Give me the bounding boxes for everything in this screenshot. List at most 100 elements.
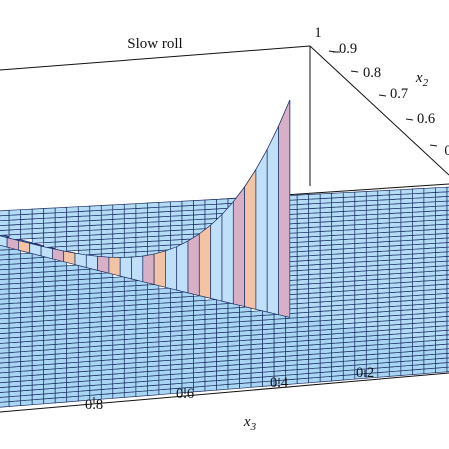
mesh-cell	[170, 200, 183, 207]
mesh-cell	[0, 283, 10, 290]
mesh-cell	[388, 189, 402, 196]
mesh-cell	[112, 276, 125, 283]
y-tick-label: 0.7	[390, 86, 408, 102]
mesh-cell	[250, 310, 263, 317]
ridge-front-wall	[0, 99, 291, 318]
y-tick-label: 0.9	[339, 41, 357, 57]
ridge-front-facet	[255, 148, 268, 313]
mesh-cell	[423, 187, 436, 194]
mesh-cell	[31, 208, 45, 215]
mesh-cell	[342, 191, 356, 198]
y-tick-label: 0.8	[363, 65, 381, 81]
mesh-cell	[204, 299, 217, 306]
mesh-cell	[8, 209, 22, 216]
mesh-cell	[0, 214, 10, 222]
mesh-cell	[412, 188, 425, 195]
mesh-cell	[0, 219, 10, 226]
mesh-cell	[0, 209, 10, 217]
y-tick-mark	[429, 144, 438, 147]
box-edge-right	[309, 45, 449, 176]
box-edge-top	[0, 45, 311, 71]
y-tick-label: 0	[444, 143, 449, 159]
mesh-cell	[319, 192, 333, 199]
mesh-cell	[66, 206, 79, 213]
y-tick-mark	[350, 70, 359, 73]
mesh-cell	[0, 224, 10, 231]
mesh-cell	[0, 249, 10, 256]
mesh-cell	[100, 204, 114, 211]
ridge-front-facet	[198, 224, 212, 299]
ridge-front-facet	[244, 168, 257, 310]
mesh-cell	[20, 208, 33, 215]
mesh-cell	[135, 202, 148, 209]
mesh-cell	[435, 186, 448, 193]
mesh-cell	[0, 263, 10, 271]
box-edge-front	[0, 372, 449, 413]
ridge-front-facet	[74, 252, 87, 268]
mesh-cell	[54, 206, 68, 214]
mesh-cell	[193, 199, 206, 206]
x-tick-label: 0.8	[85, 397, 103, 413]
ridge-front-facet	[278, 99, 291, 318]
y-axis-label-subscript: 2	[423, 77, 429, 89]
x-axis-label: x3	[243, 414, 257, 433]
mesh-cell	[365, 190, 379, 197]
ridge-front-facet	[165, 246, 178, 291]
y-axis-label: x2	[415, 70, 429, 89]
mesh-cell	[0, 268, 10, 276]
mesh-cell	[0, 327, 10, 334]
y-tick-mark	[405, 118, 414, 121]
mesh-cell	[147, 202, 160, 209]
x-tick-label: 0.2	[356, 365, 374, 381]
z-tick-label: 1	[314, 25, 321, 41]
mesh-cell	[377, 189, 390, 196]
x-axis-label-subscript: 3	[250, 421, 257, 433]
mesh-cell	[158, 287, 171, 295]
mesh-cell	[0, 288, 10, 295]
mesh-cell	[158, 201, 171, 208]
ridge-front-facet	[85, 254, 98, 271]
ridge-front-facet	[187, 233, 200, 297]
mesh-cell	[123, 203, 137, 210]
mesh-cell	[0, 278, 10, 285]
mesh-cell	[308, 193, 321, 200]
back-box-edges	[0, 45, 449, 215]
ridge-front-facet	[131, 255, 144, 283]
mesh-cell	[331, 192, 344, 199]
mesh-cell	[77, 205, 91, 212]
front-box-edges	[0, 370, 449, 413]
mesh-cell	[0, 259, 10, 266]
mesh-cell	[112, 203, 125, 211]
ridge-front-facet	[232, 185, 245, 308]
mesh-cell	[0, 254, 10, 261]
ridge-front-facet	[210, 213, 223, 302]
mesh-cell	[204, 199, 217, 206]
ridge-front-facet	[266, 126, 279, 316]
ridge-front-facet	[176, 240, 189, 294]
mesh-cell	[0, 273, 10, 280]
x-tick-label: 0.6	[176, 386, 194, 402]
mesh-cell	[296, 194, 310, 201]
mesh-cell	[181, 200, 194, 207]
mesh-cell	[20, 252, 33, 260]
mesh-cell	[0, 229, 10, 236]
mesh-cell	[400, 188, 413, 195]
mesh-cell	[216, 198, 229, 205]
ridge-front-facet	[97, 255, 110, 274]
y-tick-mark	[378, 94, 387, 97]
ridge-front-facet	[142, 253, 155, 285]
mesh-cell	[354, 191, 367, 198]
plot-title: Slow roll	[127, 36, 182, 52]
mesh-cell	[89, 205, 102, 212]
ridge-front-facet	[153, 250, 166, 288]
surface-mesh	[0, 186, 449, 408]
y-tick-mark	[328, 50, 337, 53]
ridge-front-facet	[221, 200, 234, 305]
mesh-cell	[66, 264, 79, 271]
x-tick-label: 0.4	[270, 375, 289, 391]
y-tick-label: 0.6	[417, 111, 435, 127]
mesh-cell	[43, 207, 56, 214]
ridge-front-facet	[119, 256, 132, 280]
ridge-front-facet	[108, 256, 121, 277]
